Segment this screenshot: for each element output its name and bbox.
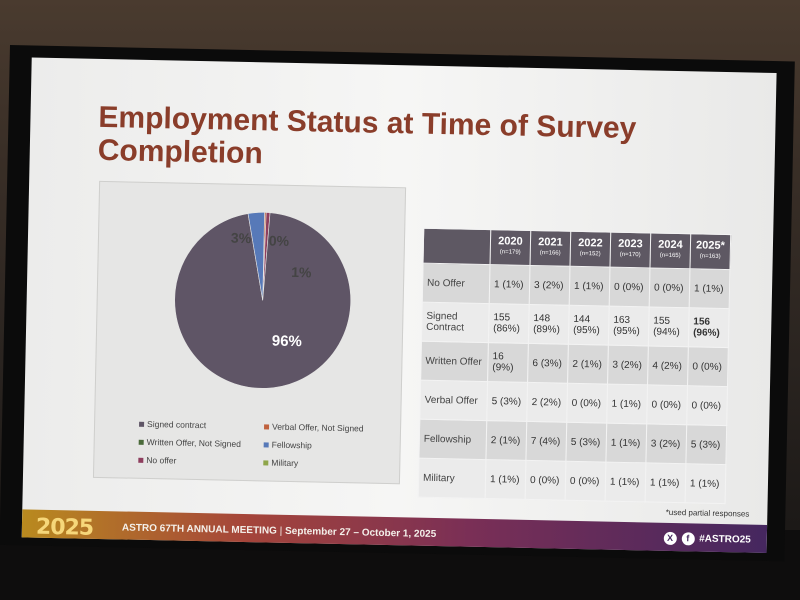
presentation-slide: Employment Status at Time of Survey Comp… xyxy=(21,57,777,553)
table-cell: 0 (0%) xyxy=(687,346,729,387)
row-label: Signed Contract xyxy=(421,302,490,343)
table-cell: 4 (2%) xyxy=(647,345,689,386)
legend-item: Fellowship xyxy=(263,439,312,451)
pie-label-no-offer: 1% xyxy=(291,264,312,280)
pie-slice-signed xyxy=(174,212,351,389)
table-cell: 3 (2%) xyxy=(645,423,687,464)
column-header-2025: 2025* (n=163) xyxy=(689,233,731,270)
table-row: Military 1 (1%) 0 (0%) 0 (0%) 1 (1%) 1 (… xyxy=(418,458,726,504)
row-label: No Offer xyxy=(422,263,491,304)
legend-item: Verbal Offer, Not Signed xyxy=(264,421,364,433)
legend-label: Signed contract xyxy=(146,418,207,431)
meeting-dates: September 27 – October 1, 2025 xyxy=(284,525,437,541)
table-cell: 7 (4%) xyxy=(525,421,567,462)
footnote: *used partial responses xyxy=(665,507,750,519)
pie-slice-fellowship xyxy=(247,212,265,301)
employment-table: 2020 (n=179) 2021 (n=166) 2022 (n=152) 2023… xyxy=(418,228,732,504)
table-cell: 16 (9%) xyxy=(487,342,529,383)
slide-footer-banner: 2025 ASTRO 67TH ANNUAL MEETING | Septemb… xyxy=(21,509,768,553)
legend-swatch-verbal xyxy=(264,424,270,430)
table-cell: 0 (0%) xyxy=(565,461,606,502)
table-row: Verbal Offer 5 (3%) 2 (2%) 0 (0%) 1 (1%)… xyxy=(419,380,728,426)
table-cell: 0 (0%) xyxy=(525,460,566,501)
legend-swatch-written xyxy=(138,440,144,446)
row-label: Military xyxy=(418,458,486,499)
column-header-2020: 2020 (n=179) xyxy=(490,229,531,266)
table-cell: 5 (3%) xyxy=(486,381,528,422)
pie-chart: 96% 3% 0% 1% xyxy=(174,212,351,389)
legend-item: No offer xyxy=(138,454,177,466)
table-cell: 148 (89%) xyxy=(528,304,570,345)
slide-title: Employment Status at Time of Survey Comp… xyxy=(97,100,637,171)
table-cell: 1 (1%) xyxy=(485,459,526,500)
table-cell: 0 (0%) xyxy=(649,267,690,308)
legend-label: Military xyxy=(271,457,299,469)
projection-screen: Employment Status at Time of Survey Comp… xyxy=(0,45,795,562)
column-header-2023: 2023 (n=170) xyxy=(609,232,651,268)
table-cell: 1 (1%) xyxy=(685,463,726,504)
legend-item: Signed contract xyxy=(139,419,206,430)
table-cell: 3 (2%) xyxy=(529,265,570,306)
table-cell: 0 (0%) xyxy=(646,384,688,425)
table-cell: 0 (0%) xyxy=(686,385,728,426)
meeting-separator: | xyxy=(279,525,283,537)
table-cell: 144 (95%) xyxy=(568,305,610,346)
legend-label: No offer xyxy=(146,454,177,466)
row-label: Written Offer xyxy=(420,341,489,382)
pie-label-signed-contract: 96% xyxy=(272,333,302,351)
x-icon: X xyxy=(663,531,677,546)
row-label: Verbal Offer xyxy=(419,380,488,421)
table-cell: 155 (94%) xyxy=(648,306,690,347)
table-cell: 1 (1%) xyxy=(689,268,730,309)
table-cell: 163 (95%) xyxy=(608,306,650,346)
legend-item: Written Offer, Not Signed xyxy=(138,436,241,449)
table-cell: 0 (0%) xyxy=(566,383,608,424)
table-cell: 1 (1%) xyxy=(569,266,610,307)
table-cell: 1 (1%) xyxy=(606,384,648,424)
legend-swatch-military xyxy=(263,460,269,466)
table-cell: 5 (3%) xyxy=(565,422,607,463)
legend-swatch-no-offer xyxy=(138,458,144,464)
table-cell: 0 (0%) xyxy=(609,267,650,307)
social-links: X f #ASTRO25 xyxy=(663,531,751,547)
table-row: Signed Contract 155 (86%) 148 (89%) 144 … xyxy=(421,302,730,348)
table-row: Fellowship 2 (1%) 7 (4%) 5 (3%) 1 (1%) 3… xyxy=(418,419,727,465)
astro-2025-logo: 2025 xyxy=(35,514,94,541)
table-cell: 2 (2%) xyxy=(526,382,568,423)
table-row: Written Offer 16 (9%) 6 (3%) 2 (1%) 3 (2… xyxy=(420,341,729,387)
column-header-2022: 2022 (n=152) xyxy=(569,231,611,268)
legend-label: Verbal Offer, Not Signed xyxy=(271,421,364,434)
table-cell: 155 (86%) xyxy=(488,303,530,344)
column-header-2024: 2024 (n=165) xyxy=(649,232,691,269)
pie-slices xyxy=(174,212,351,389)
facebook-icon: f xyxy=(681,532,695,546)
table-cell: 156 (96%) xyxy=(688,307,730,348)
pie-chart-panel: 96% 3% 0% 1% Signed contract Verbal Offe… xyxy=(92,180,407,485)
table-cell: 1 (1%) xyxy=(605,423,647,463)
legend-item: Military xyxy=(263,457,298,468)
table-header-corner xyxy=(423,228,491,265)
legend-label: Fellowship xyxy=(271,439,312,451)
table-cell: 2 (1%) xyxy=(567,344,609,385)
table-row: No Offer 1 (1%) 3 (2%) 1 (1%) 0 (0%) 0 (… xyxy=(422,263,730,309)
table-cell: 6 (3%) xyxy=(527,343,569,384)
row-label: Fellowship xyxy=(418,419,487,460)
legend-swatch-fellowship xyxy=(263,442,269,448)
pie-legend: Signed contract Verbal Offer, Not Signed… xyxy=(138,419,389,468)
table-cell: 5 (3%) xyxy=(685,424,727,465)
table-cell: 1 (1%) xyxy=(605,462,646,502)
table-cell: 2 (1%) xyxy=(485,420,527,461)
legend-swatch-signed xyxy=(139,422,145,428)
legend-label: Written Offer, Not Signed xyxy=(146,436,241,449)
table-cell: 1 (1%) xyxy=(489,264,530,305)
pie-label-fellowship: 3% xyxy=(231,230,252,246)
table-cell: 3 (2%) xyxy=(607,345,649,385)
column-header-2021: 2021 (n=166) xyxy=(529,230,571,267)
meeting-info: ASTRO 67TH ANNUAL MEETING | September 27… xyxy=(122,522,437,540)
hashtag: #ASTRO25 xyxy=(699,533,751,546)
table-cell: 1 (1%) xyxy=(645,462,686,503)
meeting-name: ASTRO 67TH ANNUAL MEETING xyxy=(121,522,278,537)
pie-label-verbal-offer: 0% xyxy=(269,232,290,248)
